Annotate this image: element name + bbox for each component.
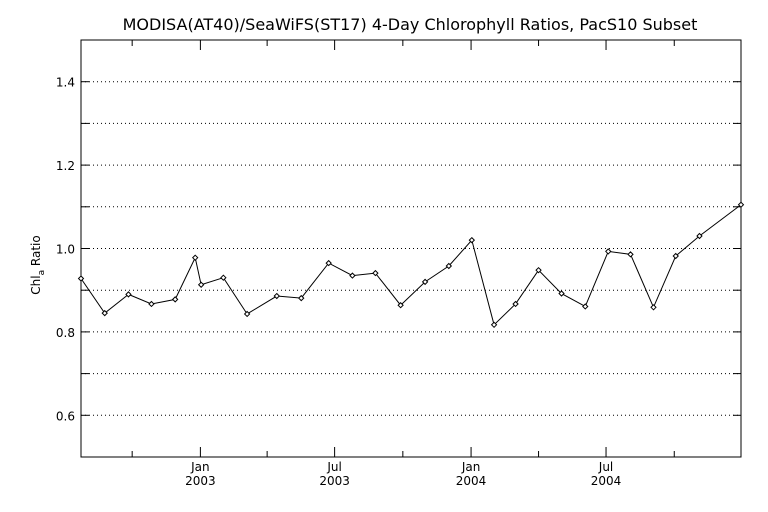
x-tick-label-year: 2003 xyxy=(185,474,216,488)
data-point xyxy=(325,259,332,267)
data-point xyxy=(197,281,205,288)
y-tick-label: 0.8 xyxy=(56,326,75,340)
series-layer xyxy=(77,201,745,329)
x-tick-label-month: Jan xyxy=(190,460,210,474)
x-tick-label-year: 2004 xyxy=(591,474,622,488)
x-tick-label-month: Jan xyxy=(461,460,481,474)
data-point xyxy=(77,275,85,282)
data-point xyxy=(582,303,589,310)
x-tick-label-year: 2004 xyxy=(456,474,487,488)
data-point xyxy=(650,304,657,311)
data-point xyxy=(558,290,565,297)
y-axis-label: Chla Ratio xyxy=(29,235,47,294)
data-point xyxy=(349,272,356,279)
data-point xyxy=(490,321,498,329)
data-point xyxy=(101,309,108,317)
data-point xyxy=(535,266,542,274)
series-line xyxy=(80,204,742,326)
x-tick-label-year: 2003 xyxy=(319,474,350,488)
data-point xyxy=(148,300,155,308)
y-tick-label: 1.2 xyxy=(56,159,75,173)
data-point xyxy=(298,294,305,302)
tick-layer: 0.60.81.01.21.4Jan2003Jul2003Jan2004Jul2… xyxy=(56,40,741,488)
data-point xyxy=(627,251,634,258)
data-point xyxy=(397,302,404,309)
data-point xyxy=(737,201,745,208)
data-point xyxy=(125,291,132,298)
chart-title: MODISA(AT40)/SeaWiFS(ST17) 4-Day Chlorop… xyxy=(123,15,698,34)
data-point xyxy=(243,310,251,318)
grid-layer xyxy=(81,81,741,416)
data-point xyxy=(512,300,519,308)
data-point xyxy=(171,296,179,303)
data-point xyxy=(696,232,703,240)
data-point xyxy=(605,248,612,255)
y-tick-label: 1.4 xyxy=(56,76,75,90)
data-point xyxy=(372,269,379,277)
plot-frame xyxy=(80,39,742,458)
data-point xyxy=(445,262,453,270)
y-tick-label: 1.0 xyxy=(56,243,75,257)
data-point xyxy=(191,254,199,261)
data-point xyxy=(672,252,679,260)
x-tick-label-month: Jul xyxy=(326,460,341,474)
data-point xyxy=(220,274,227,281)
y-tick-label: 0.6 xyxy=(56,409,75,423)
data-point xyxy=(421,278,429,286)
x-tick-label-month: Jul xyxy=(598,460,613,474)
data-point xyxy=(273,292,280,300)
data-point xyxy=(468,236,476,244)
